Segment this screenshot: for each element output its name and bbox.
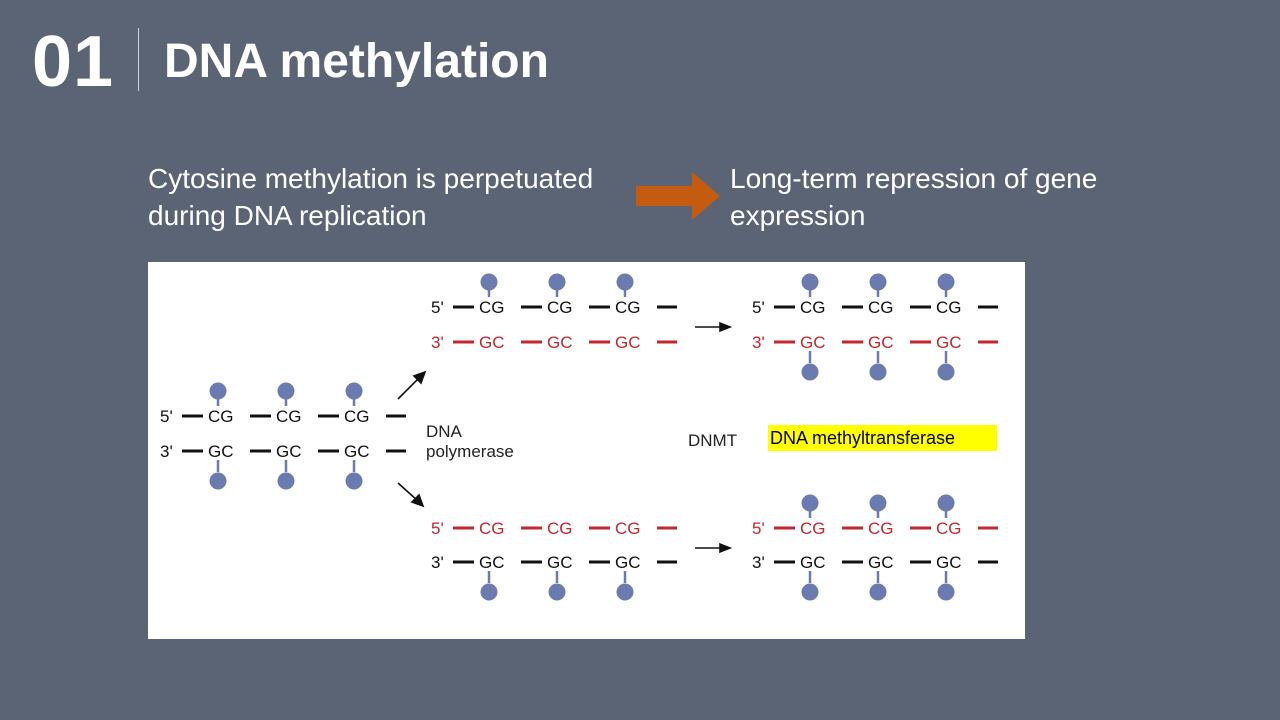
product2-top-base-pair: CG xyxy=(936,519,962,538)
methyl-group-icon xyxy=(869,583,887,601)
parent-top-base-pair: CG xyxy=(208,407,234,426)
parent-bottom-end-label: 3' xyxy=(160,442,173,461)
methyl-group-icon xyxy=(869,273,887,291)
parent-top-base-pair: CG xyxy=(344,407,370,426)
methyl-group-icon xyxy=(548,273,566,291)
daughter1-top-base-pair: CG xyxy=(479,298,505,317)
parent-top-end-label: 5' xyxy=(160,407,173,426)
methylation-arrow-top-head xyxy=(719,321,733,333)
product1-bottom-base-pair: GC xyxy=(936,333,962,352)
dnmt-definition: DNA methyltransferase xyxy=(770,428,955,448)
dna-strands: 5' CG CG CG 3' GC GC GC 5' CG CG CG 3' GC GC GC 5' CG CG CG… xyxy=(160,273,998,601)
methyl-group-icon xyxy=(480,583,498,601)
daughter2-bottom-base-pair: GC xyxy=(479,553,505,572)
parent-top-base-pair: CG xyxy=(276,407,302,426)
split-arrow-down-head xyxy=(410,493,425,508)
product1-bottom-base-pair: GC xyxy=(800,333,826,352)
daughter1-bottom-base-pair: GC xyxy=(479,333,505,352)
methylation-diagram-svg: DNA polymerase DNMT DNA methyltransferas… xyxy=(160,273,998,601)
methyl-group-icon xyxy=(548,583,566,601)
polymerase-label-line1: DNA xyxy=(426,422,463,441)
dnmt-label: DNMT xyxy=(688,431,737,450)
methyl-group-icon xyxy=(869,494,887,512)
methyl-group-icon xyxy=(209,382,227,400)
daughter2-bottom-end-label: 3' xyxy=(431,553,444,572)
product1-top-base-pair: CG xyxy=(936,298,962,317)
daughter2-top-base-pair: CG xyxy=(479,519,505,538)
daughter1-top-base-pair: CG xyxy=(615,298,641,317)
methyl-group-icon xyxy=(345,382,363,400)
product1-bottom-end-label: 3' xyxy=(752,333,765,352)
parent-bottom-base-pair: GC xyxy=(344,442,370,461)
product2-bottom-base-pair: GC xyxy=(868,553,894,572)
split-arrow-down-line xyxy=(397,482,419,502)
daughter2-top-base-pair: CG xyxy=(547,519,573,538)
methyl-group-icon xyxy=(480,273,498,291)
methyl-group-icon xyxy=(801,363,819,381)
product2-top-end-label: 5' xyxy=(752,519,765,538)
methyl-group-icon xyxy=(937,494,955,512)
daughter2-top-base-pair: CG xyxy=(615,519,641,538)
methyl-group-icon xyxy=(937,583,955,601)
product1-bottom-base-pair: GC xyxy=(868,333,894,352)
methyl-group-icon xyxy=(616,583,634,601)
methylation-diagram: DNA polymerase DNMT DNA methyltransferas… xyxy=(148,262,1025,639)
methyl-group-icon xyxy=(801,583,819,601)
daughter2-bottom-base-pair: GC xyxy=(547,553,573,572)
methyl-group-icon xyxy=(937,273,955,291)
methyl-group-icon xyxy=(801,494,819,512)
caption-left: Cytosine methylation is perpetuated duri… xyxy=(148,163,594,231)
product2-bottom-base-pair: GC xyxy=(800,553,826,572)
daughter1-bottom-base-pair: GC xyxy=(615,333,641,352)
split-arrow-up-line xyxy=(397,376,421,400)
product2-bottom-base-pair: GC xyxy=(936,553,962,572)
right-arrow-icon xyxy=(636,172,720,220)
product2-top-base-pair: CG xyxy=(868,519,894,538)
daughter1-bottom-base-pair: GC xyxy=(547,333,573,352)
methyl-group-icon xyxy=(277,472,295,490)
parent-bottom-base-pair: GC xyxy=(276,442,302,461)
methylation-arrow-bottom-head xyxy=(719,542,733,554)
methyl-group-icon xyxy=(209,472,227,490)
product2-top-base-pair: CG xyxy=(800,519,826,538)
methyl-group-icon xyxy=(616,273,634,291)
product1-top-base-pair: CG xyxy=(868,298,894,317)
methyl-group-icon xyxy=(801,273,819,291)
methyl-group-icon xyxy=(869,363,887,381)
slide-number: 01 xyxy=(32,22,115,102)
product2-bottom-end-label: 3' xyxy=(752,553,765,572)
product1-top-base-pair: CG xyxy=(800,298,826,317)
caption-right: Long-term repression of gene expression xyxy=(730,163,1098,231)
daughter2-bottom-base-pair: GC xyxy=(615,553,641,572)
methyl-group-icon xyxy=(345,472,363,490)
daughter1-top-base-pair: CG xyxy=(547,298,573,317)
dnmt-highlight xyxy=(768,425,997,451)
daughter1-top-end-label: 5' xyxy=(431,298,444,317)
slide-title: DNA methylation xyxy=(164,35,549,88)
polymerase-label-line2: polymerase xyxy=(426,442,514,461)
methyl-group-icon xyxy=(937,363,955,381)
daughter2-top-end-label: 5' xyxy=(431,519,444,538)
split-arrow-up-head xyxy=(412,370,427,385)
daughter1-bottom-end-label: 3' xyxy=(431,333,444,352)
product1-top-end-label: 5' xyxy=(752,298,765,317)
title-divider xyxy=(138,28,139,91)
methyl-group-icon xyxy=(277,382,295,400)
parent-bottom-base-pair: GC xyxy=(208,442,234,461)
